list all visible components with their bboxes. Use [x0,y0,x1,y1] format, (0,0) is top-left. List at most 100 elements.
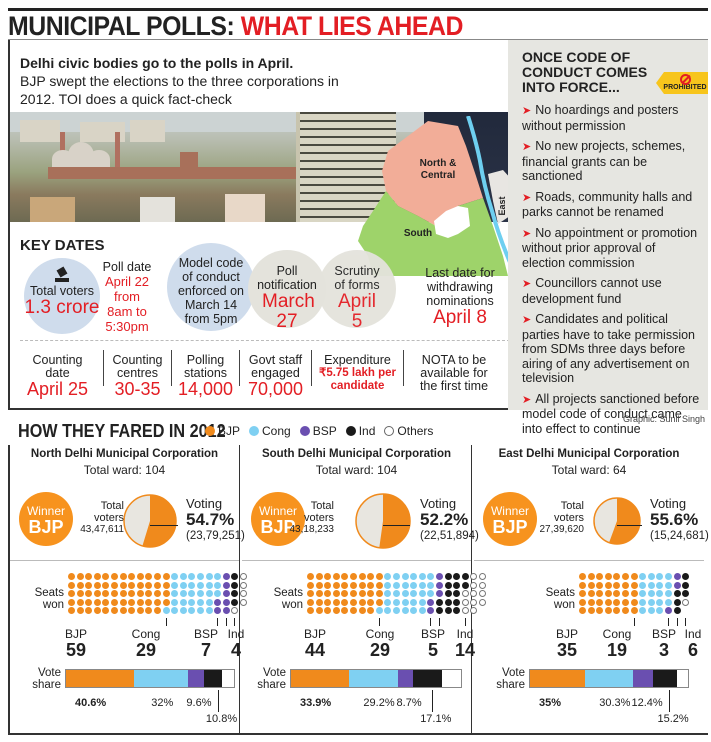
seat-dot-cong [188,581,196,589]
vote-share-segment-bsp [187,670,205,687]
seat-count: 59 [65,640,87,660]
seat-dot-ind [444,573,452,580]
seat-dot-bjp [85,590,93,598]
poll-notification-circle: Poll notification March 27 [248,250,326,332]
list-item: ➤ Councillors cannot use development fund [522,276,700,306]
seat-dot-bsp [214,607,222,615]
seat-dot-bjp [332,590,340,598]
seat-dot-others [470,573,478,580]
list-item-text: Candidates and political parties have to… [522,312,696,385]
vote-share-label: Vote share [257,667,286,691]
stat-nota: NOTA to be available for the first time [404,350,504,393]
seat-dot-bjp [350,598,357,606]
winner-party: BJP [260,517,296,537]
vote-share-segment-cong [585,670,634,687]
list-item: ➤ No appointment or promotion without pri… [522,226,700,271]
seat-dot-bjp [630,573,638,580]
seat-dot-bjp [145,573,153,580]
voting-label: Voting [186,496,223,511]
seat-dot-bjp [332,607,340,615]
seat-dot-cong [205,590,213,598]
seat-dot-bjp [128,573,136,580]
seat-dot-cong [665,581,672,589]
seat-dot-cong [188,607,196,615]
seat-dot-bjp [622,598,629,606]
seat-dot-bjp [341,607,349,615]
voting-info: Voting 52.2% (22,51,894) [420,497,479,543]
top-section: Delhi civic bodies go to the polls in Ap… [8,40,708,410]
seat-dot-bjp [358,581,366,589]
seat-dot-bjp [93,581,101,589]
list-item: ➤ All projects sanctioned before model co… [522,392,700,437]
seat-dot-bjp [93,573,101,580]
seat-leader-line [668,618,669,626]
party-name: Cong [131,627,161,641]
stat-expenditure: Expenditure ₹5.75 lakh per candidate [312,350,404,392]
vote-share-leader-line [217,690,219,712]
total-voters-label: Total voters [94,500,124,524]
seat-dot-bjp [136,581,144,589]
seat-dot-cong [656,590,664,598]
seat-dot-ind [682,581,690,589]
party-name: Ind [456,627,474,641]
seat-dot-bjp [145,581,153,589]
legend-dot [249,426,260,436]
vote-share-value-ind: 10.8% [205,713,238,725]
party-legend: BJP Cong BSP Ind Others [205,424,433,438]
legend-label: Cong [262,424,291,438]
seat-dot-bjp [350,581,357,589]
stat-label: NOTA to be available for the first time [419,353,489,393]
seat-label-bjp: BJP 35 [549,628,585,660]
seat-dot-bjp [111,573,118,580]
stat-govt-staff: Govt staff engaged 70,000 [240,350,312,398]
vote-share-segment-ind [652,670,677,687]
poll-date-label: Poll date [102,260,152,274]
seat-dot-cong [410,598,418,606]
code-of-conduct-list: ➤ No hoardings and posters without permis… [522,103,700,436]
legend-item-others: Others [384,424,433,438]
seat-dot-bjp [367,598,375,606]
seat-dot-bjp [119,607,127,615]
legend-label: BJP [218,424,241,438]
seat-dot-ind [461,581,469,589]
seat-dot-others [479,590,486,598]
seat-dot-cong [188,598,196,606]
seat-dot-cong [205,581,213,589]
seat-leader-line [676,618,678,626]
section-divider [242,560,471,561]
seat-dot-cong [393,581,400,589]
seat-dot-bjp [93,607,101,615]
vote-share-segment-bjp [291,670,349,687]
seat-dot-bjp [68,598,75,606]
seat-dot-bjp [119,581,127,589]
seat-dot-cong [401,581,409,589]
prohibited-icon [680,74,691,85]
seat-dot-bsp [673,581,681,589]
arrow-icon: ➤ [522,278,532,290]
seat-label-ind: Ind 14 [447,628,483,660]
seat-dot-bjp [332,598,340,606]
pie-slice-voted [379,494,410,548]
seat-count: 6 [687,640,698,660]
seat-count: 29 [135,640,157,660]
seat-dot-bjp [154,590,161,598]
seat-dot-cong [197,598,204,606]
seats-won-label: Seats won [273,587,303,611]
seat-leader-line [430,618,432,626]
seat-dot-bjp [350,590,357,598]
party-name: Cong [365,627,395,641]
seat-dot-cong [647,607,655,615]
seat-dot-bjp [341,598,349,606]
vote-share-segment-cong [134,670,188,687]
seat-dot-cong [427,590,435,598]
voting-pie [355,493,411,549]
seat-dot-bjp [154,607,161,615]
withdrawal-value: April 8 [433,307,487,328]
seat-dot-cong [179,573,187,580]
total-voters-label: Total voters [30,284,94,298]
results-section: North Delhi Municipal Corporation Total w… [8,445,709,735]
page-title: MUNICIPAL POLLS: WHAT LIES AHEAD [8,11,463,41]
vote-share-segment-bjp [66,670,135,687]
seat-dot-bjp [68,573,75,580]
seat-dot-ind [444,598,452,606]
